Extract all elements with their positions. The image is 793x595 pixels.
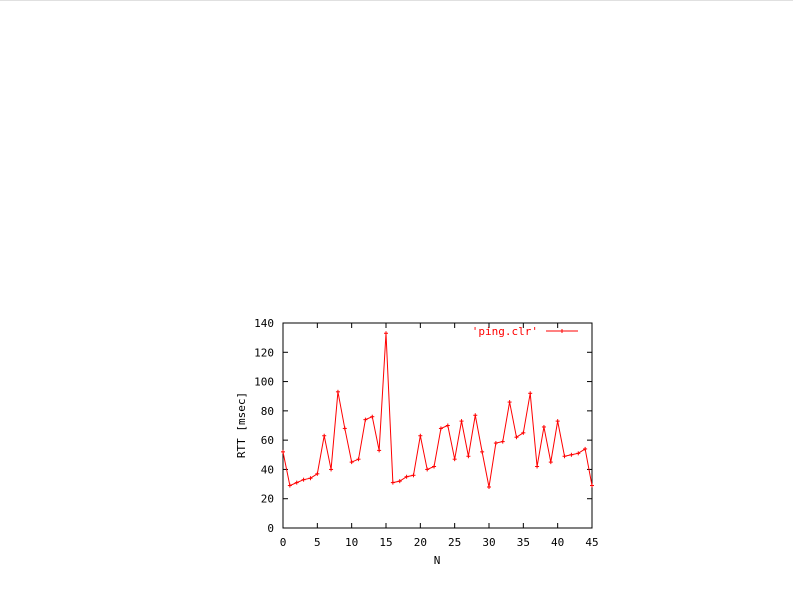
y-tick-label-0: 0 [267, 522, 274, 535]
data-point-5 [315, 471, 320, 476]
data-point-24 [445, 423, 450, 428]
x-tick-label-1: 5 [314, 536, 321, 549]
data-point-37 [535, 464, 540, 469]
y-tick-label-2: 40 [261, 463, 274, 476]
data-point-35 [521, 430, 526, 435]
data-point-34 [514, 435, 519, 440]
data-point-33 [507, 400, 512, 405]
data-point-3 [301, 477, 306, 482]
data-point-7 [329, 467, 334, 472]
y-tick-label-6: 120 [254, 346, 274, 359]
data-point-29 [480, 449, 485, 454]
x-axis-ticks: 0 5 10 15 20 25 30 35 40 45 [280, 323, 599, 549]
y-tick-label-7: 140 [254, 317, 274, 330]
data-point-22 [432, 464, 437, 469]
x-axis-title: N [434, 554, 441, 567]
data-point-23 [438, 426, 443, 431]
data-point-45 [590, 483, 594, 488]
data-point-40 [555, 419, 560, 424]
data-point-20 [418, 433, 423, 438]
data-point-11 [356, 457, 361, 462]
data-point-27 [466, 454, 471, 459]
y-tick-label-1: 20 [261, 493, 274, 506]
data-point-38 [541, 424, 546, 429]
plot-area-border [282, 322, 593, 529]
x-tick-label-3: 15 [379, 536, 392, 549]
data-point-19 [411, 473, 416, 478]
data-point-6 [322, 433, 327, 438]
x-tick-label-7: 35 [517, 536, 530, 549]
x-tick-label-9: 45 [585, 536, 598, 549]
x-tick-label-6: 30 [482, 536, 495, 549]
data-point-15 [384, 331, 388, 336]
data-point-43 [576, 451, 581, 456]
data-point-9 [342, 426, 347, 431]
data-point-42 [569, 452, 574, 457]
data-point-41 [562, 454, 567, 459]
data-point-13 [370, 414, 375, 419]
data-point-1 [287, 483, 292, 488]
x-tick-label-5: 25 [448, 536, 461, 549]
data-point-44 [583, 446, 588, 451]
legend: 'ping.clr' [472, 325, 578, 338]
series-line-ping-clr [282, 333, 593, 488]
data-point-0 [281, 449, 285, 454]
data-point-26 [459, 419, 464, 424]
legend-label: 'ping.clr' [472, 325, 538, 338]
series-markers [281, 331, 594, 489]
data-point-39 [548, 460, 553, 465]
data-point-21 [425, 467, 430, 472]
data-point-14 [377, 448, 382, 453]
data-point-17 [397, 479, 402, 484]
y-tick-label-3: 60 [261, 434, 274, 447]
data-point-36 [528, 391, 533, 396]
data-point-2 [294, 480, 299, 485]
data-point-4 [308, 476, 313, 481]
y-axis-title: RTT [msec] [235, 392, 248, 458]
x-tick-label-8: 40 [551, 536, 564, 549]
data-point-28 [473, 413, 478, 418]
data-point-10 [349, 460, 354, 465]
top-border-line [0, 0, 793, 1]
data-point-18 [404, 474, 409, 479]
data-point-32 [500, 439, 505, 444]
x-tick-label-2: 10 [345, 536, 358, 549]
data-point-16 [390, 480, 395, 485]
data-point-30 [487, 485, 491, 489]
legend-marker [560, 329, 564, 333]
data-point-31 [493, 441, 498, 446]
y-axis-ticks: 0 20 40 60 80 100 120 140 [254, 317, 592, 535]
data-point-8 [335, 389, 340, 394]
x-tick-label-0: 0 [280, 536, 287, 549]
legend-plus-marker [560, 329, 564, 333]
data-point-25 [452, 457, 457, 462]
x-tick-label-4: 20 [414, 536, 427, 549]
y-tick-label-4: 80 [261, 405, 274, 418]
y-tick-label-5: 100 [254, 376, 274, 389]
data-point-12 [363, 417, 368, 422]
